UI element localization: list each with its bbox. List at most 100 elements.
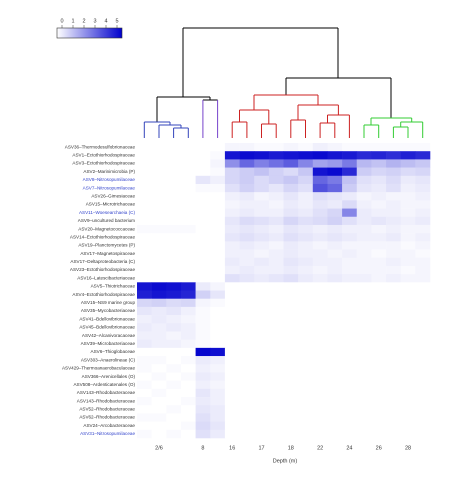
- heatmap-cell: [386, 216, 401, 226]
- heatmap-cell: [356, 208, 372, 218]
- heatmap-cell: [283, 175, 299, 185]
- heatmap-cell: [166, 192, 182, 201]
- heatmap-cell: [151, 429, 167, 439]
- heatmap-cell: [254, 208, 270, 218]
- heatmap-cell: [371, 224, 387, 234]
- heatmap-cell: [210, 413, 226, 422]
- heatmap-cell: [400, 200, 416, 209]
- heatmap-cell: [151, 241, 167, 250]
- heatmap-cell: [386, 265, 401, 275]
- heatmap-cell: [254, 380, 270, 390]
- heatmap-cell: [254, 388, 270, 398]
- heatmap-cell: [195, 200, 211, 209]
- heatmap-cell: [137, 339, 152, 349]
- heatmap-cell: [195, 331, 211, 340]
- heatmap-cell: [151, 388, 167, 398]
- heatmap-cell: [356, 224, 372, 234]
- heatmap-cell: [210, 306, 226, 316]
- heatmap-cell: [400, 224, 416, 234]
- heatmap-cell: [342, 192, 358, 201]
- heatmap-cell: [137, 265, 152, 275]
- heatmap-cell: [342, 151, 358, 160]
- heatmap-cell: [415, 167, 431, 177]
- heatmap-cell: [400, 323, 416, 332]
- heatmap-cell: [224, 257, 240, 267]
- heatmap-cell: [356, 192, 372, 201]
- heatmap-cell: [312, 421, 328, 431]
- heatmap-cell: [254, 413, 270, 422]
- heatmap-cell: [342, 380, 358, 390]
- heatmap-cell: [195, 257, 211, 267]
- heatmap-cell: [254, 200, 270, 209]
- row-label: ASV366–Arenicellales (O): [82, 374, 136, 379]
- heatmap-cell: [356, 356, 372, 365]
- heatmap-cell: [254, 306, 270, 316]
- heatmap-cell: [268, 306, 284, 316]
- heatmap-cell: [342, 364, 358, 373]
- heatmap-cell: [137, 159, 152, 168]
- heatmap-cell: [239, 265, 255, 275]
- heatmap-cell: [386, 323, 401, 332]
- heatmap-cell: [327, 306, 343, 316]
- heatmap-cell: [166, 216, 182, 226]
- heatmap-cell: [151, 192, 167, 201]
- heatmap-cell: [298, 290, 314, 299]
- x-tick-label: 8: [201, 445, 204, 451]
- heatmap-cell: [137, 282, 152, 291]
- heatmap-cell: [180, 249, 196, 259]
- heatmap-cell: [224, 159, 240, 168]
- heatmap-cell: [415, 306, 431, 316]
- heatmap-cell: [195, 175, 211, 185]
- heatmap-cell: [254, 233, 270, 242]
- row-label: ASV24–Arcobacteraceae: [83, 423, 135, 428]
- heatmap-cell: [151, 183, 167, 193]
- heatmap-cell: [327, 200, 343, 209]
- heatmap-cell: [312, 397, 328, 406]
- heatmap-cell: [371, 249, 387, 259]
- heatmap-cell: [239, 183, 255, 193]
- heatmap-cell: [400, 380, 416, 390]
- heatmap-cell: [195, 323, 211, 332]
- heatmap-cell: [195, 224, 211, 234]
- heatmap-cell: [137, 216, 152, 226]
- heatmap-cell: [312, 356, 328, 365]
- heatmap-cell: [356, 429, 372, 439]
- heatmap-cell: [298, 257, 314, 267]
- heatmap-cell: [239, 192, 255, 201]
- heatmap-cell: [415, 241, 431, 250]
- heatmap-cell: [137, 224, 152, 234]
- row-label: ASV26–Gimesiaceae: [91, 193, 135, 198]
- heatmap-cell: [137, 274, 152, 283]
- row-label: ASV429–Thermoanaerobaculaceae: [62, 366, 135, 371]
- heatmap-cell: [151, 200, 167, 209]
- row-label: ASV143–Rhodobacteraceae: [77, 398, 136, 403]
- heatmap-cell: [224, 429, 240, 439]
- heatmap-cell: [268, 143, 284, 152]
- heatmap-cell: [224, 290, 240, 299]
- heatmap-cell: [342, 257, 358, 267]
- heatmap-cell: [210, 233, 226, 242]
- heatmap-cell: [195, 249, 211, 259]
- heatmap-cell: [312, 274, 328, 283]
- heatmap-cell: [327, 364, 343, 373]
- heatmap-cell: [224, 339, 240, 349]
- heatmap-cell: [254, 192, 270, 201]
- heatmap-cell: [371, 183, 387, 193]
- heatmap-cell: [195, 192, 211, 201]
- heatmap-cell: [386, 372, 401, 381]
- heatmap-cell: [298, 405, 314, 414]
- heatmap-cell: [151, 224, 167, 234]
- heatmap-cell: [137, 356, 152, 365]
- heatmap-cell: [151, 315, 167, 324]
- heatmap-cell: [312, 306, 328, 316]
- heatmap-cell: [400, 290, 416, 299]
- heatmap-cell: [327, 331, 343, 340]
- heatmap-cell: [356, 323, 372, 332]
- heatmap-cell: [137, 233, 152, 242]
- heatmap-cell: [210, 282, 226, 291]
- heatmap-cell: [210, 208, 226, 218]
- heatmap-cell: [327, 298, 343, 308]
- heatmap-cell: [210, 192, 226, 201]
- dendrogram-branch: [231, 94, 350, 138]
- colorbar: [56, 27, 123, 39]
